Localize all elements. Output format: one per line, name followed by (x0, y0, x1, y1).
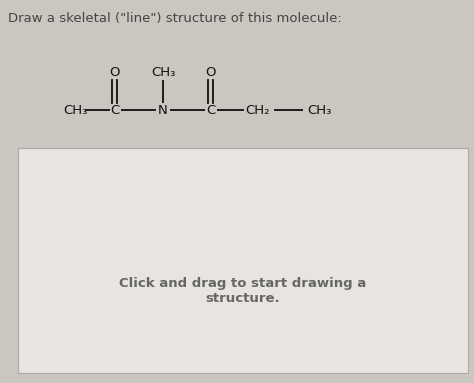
Text: CH₃: CH₃ (307, 103, 331, 116)
Text: CH₃: CH₃ (151, 65, 175, 79)
Text: N: N (158, 103, 168, 116)
Text: structure.: structure. (206, 291, 280, 304)
Bar (18, 148, 468, 373)
Text: C: C (110, 103, 119, 116)
Text: C: C (206, 103, 216, 116)
Text: CH₃: CH₃ (63, 103, 87, 116)
Text: CH₂: CH₂ (246, 103, 270, 116)
Text: O: O (206, 65, 216, 79)
Text: O: O (110, 65, 120, 79)
Text: Draw a skeletal ("line") structure of this molecule:: Draw a skeletal ("line") structure of th… (8, 12, 342, 25)
Text: Click and drag to start drawing a: Click and drag to start drawing a (119, 277, 366, 290)
